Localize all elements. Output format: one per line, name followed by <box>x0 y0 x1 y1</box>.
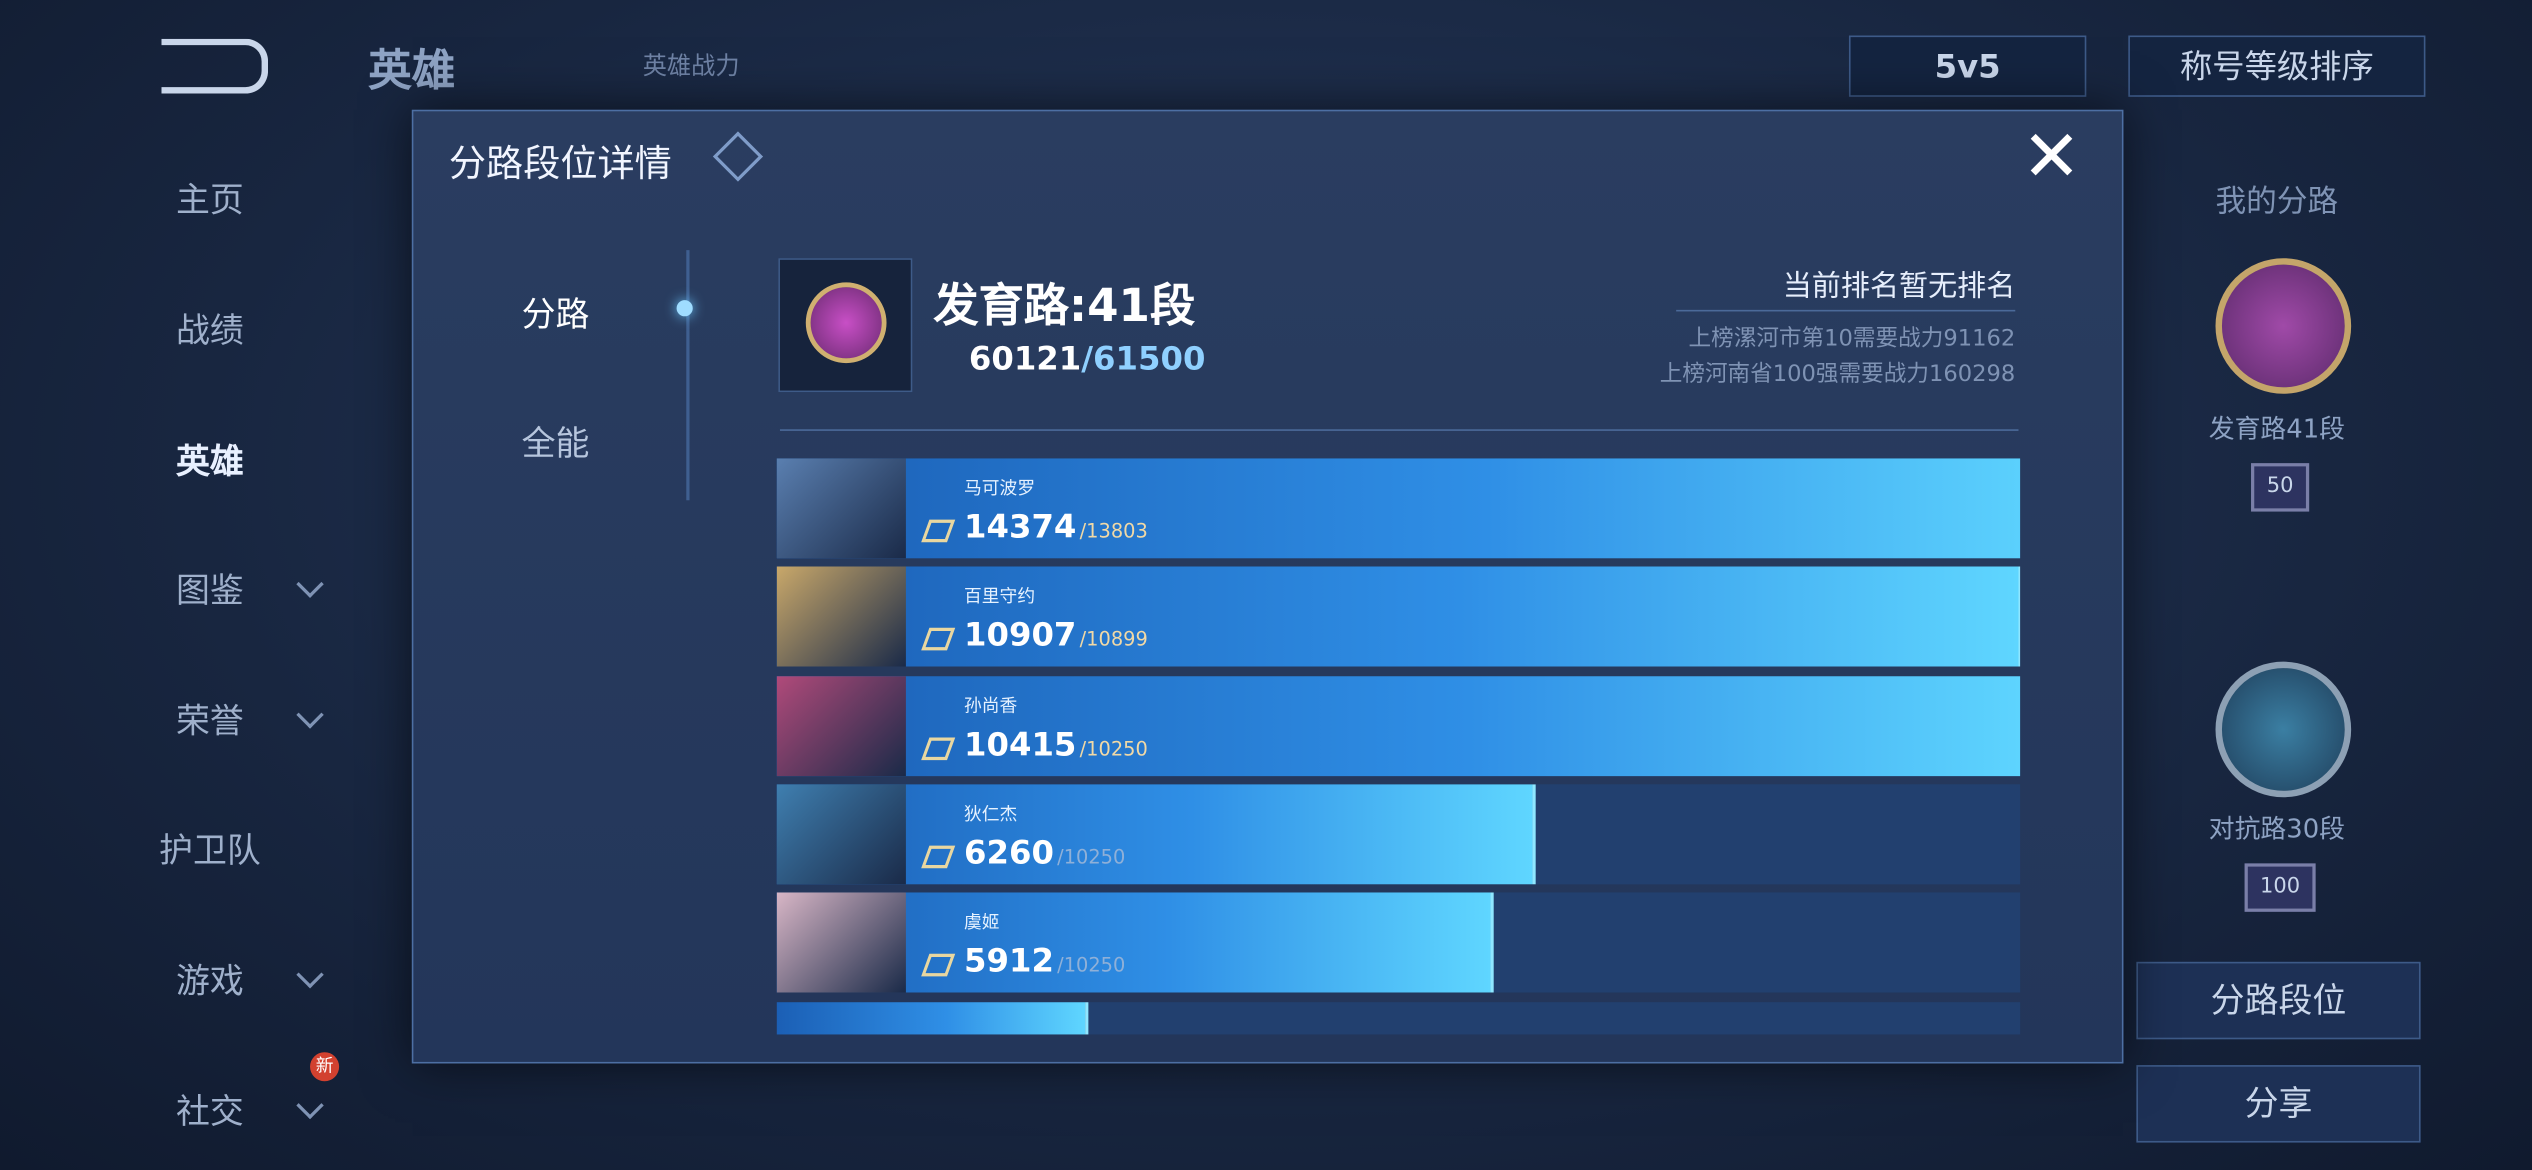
sort-select[interactable]: 称号等级排序 <box>2128 35 2426 97</box>
divider <box>779 429 2019 431</box>
bar-fill <box>776 458 2021 559</box>
rank-status: 当前排名暂无排名 <box>1782 269 2016 304</box>
nav-item[interactable]: 英雄 <box>176 442 244 481</box>
bar-fill <box>776 566 2021 667</box>
divider <box>1676 309 2016 312</box>
hero-name: 百里守约 <box>964 585 1036 607</box>
lane-icon <box>805 282 887 364</box>
hero-portrait <box>776 458 906 559</box>
city-requirement: 上榜漯河市第10需要战力91162 <box>1688 325 2016 352</box>
panel-title: 我的分路 <box>2215 183 2339 220</box>
hero-row: 百里守约 10907/10899 <box>776 566 2021 667</box>
lane-label: 对抗路30段 <box>2208 813 2345 845</box>
power-tab[interactable]: 英雄战力 <box>642 51 740 81</box>
back-button[interactable] <box>161 38 269 94</box>
hero-portrait <box>776 676 906 777</box>
score-target: /61500 <box>1081 338 1206 378</box>
lane-rank-button[interactable]: 分路段位 <box>2136 961 2421 1040</box>
tab[interactable]: 全能 <box>521 424 590 464</box>
nav-item[interactable]: 战绩 <box>176 311 244 351</box>
close-button[interactable]: ✕ <box>2021 116 2082 199</box>
bar-fill <box>776 676 2021 777</box>
hero-name: 马可波罗 <box>964 477 1036 499</box>
lane-icon <box>2215 661 2352 798</box>
hero-power: 10907/10899 <box>964 614 1148 654</box>
nav-item[interactable]: 主页 <box>176 180 244 220</box>
hero-target: /13803 <box>1079 519 1148 543</box>
hero-power: 6260/10250 <box>964 832 1126 872</box>
hero-power: 10415/10250 <box>964 724 1148 764</box>
bar-fill <box>776 1002 1088 1035</box>
hero-portrait <box>776 892 906 993</box>
province-requirement: 上榜河南省100强需要战力160298 <box>1659 361 2016 388</box>
nav-item[interactable]: 荣誉 <box>176 702 244 741</box>
score: 60121 <box>968 338 1082 378</box>
hero-power: 5912/10250 <box>964 940 1126 980</box>
hero-row: 马可波罗 14374/13803 <box>776 458 2021 559</box>
nav-item[interactable]: 图鉴 <box>176 571 244 611</box>
hero-target: /10899 <box>1079 627 1148 651</box>
hero-row-partial <box>776 1002 2021 1035</box>
hero-name: 虞姬 <box>964 911 1000 933</box>
nav-item[interactable]: 社交 <box>176 1092 244 1132</box>
lane-score: 60121/61500 <box>969 339 1206 378</box>
modal-title: 分路段位详情 <box>448 143 672 186</box>
nav-item[interactable]: 游戏 <box>176 961 244 1001</box>
tab-indicator <box>676 300 693 317</box>
chevron <box>296 701 324 729</box>
lane-badge: 100 <box>2244 863 2316 912</box>
page-title: 英雄 <box>368 46 456 97</box>
lane-badge: 50 <box>2251 463 2310 512</box>
lane-label: 发育路41段 <box>2208 413 2345 444</box>
hero-portrait <box>776 566 906 667</box>
hero-target: /10250 <box>1057 953 1126 977</box>
hero-target: /10250 <box>1057 845 1126 869</box>
chevron <box>296 961 324 989</box>
chevron <box>296 1091 324 1120</box>
share-button[interactable]: 分享 <box>2136 1065 2421 1143</box>
hero-name: 狄仁杰 <box>964 803 1018 825</box>
lane-icon <box>2215 258 2352 394</box>
hero-row: 虞姬 5912/10250 <box>776 892 2021 993</box>
new-badge: 新 <box>310 1052 340 1082</box>
hero-row: 狄仁杰 6260/10250 <box>776 784 2021 885</box>
lane-title: 发育路:41段 <box>933 279 1196 333</box>
nav-item[interactable]: 护卫队 <box>159 831 261 870</box>
tab[interactable]: 分路 <box>521 295 590 335</box>
tab-divider <box>686 250 690 501</box>
chevron <box>296 570 324 598</box>
hero-power: 14374/13803 <box>964 506 1148 546</box>
hero-row: 孙尚香 10415/10250 <box>776 676 2021 777</box>
hero-name: 孙尚香 <box>964 695 1018 717</box>
mode-select[interactable]: 5v5 <box>1848 35 2087 97</box>
hero-target: /10250 <box>1079 737 1148 761</box>
lane-icon-box <box>778 258 913 393</box>
hero-portrait <box>776 784 906 885</box>
